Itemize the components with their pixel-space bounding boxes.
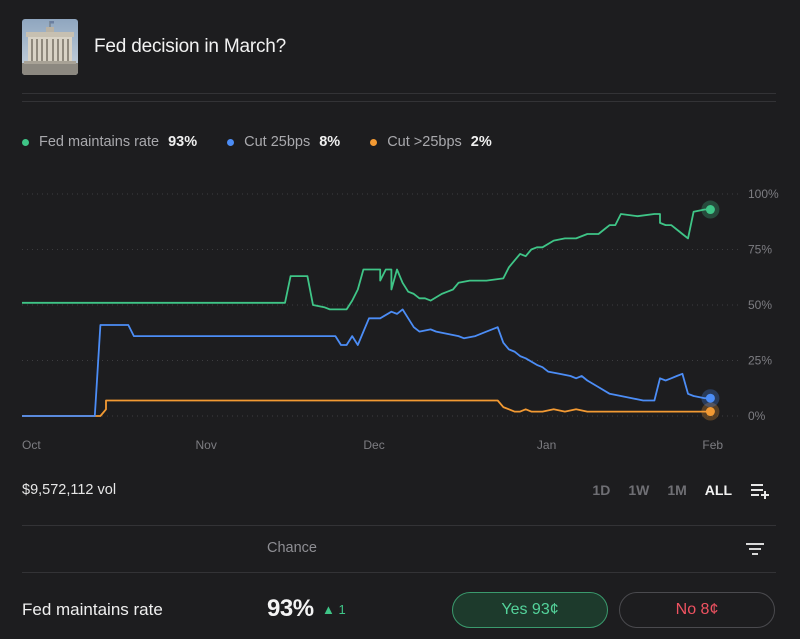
x-tick-label: Oct xyxy=(22,438,41,452)
time-range-selector: 1D 1W 1M ALL xyxy=(592,481,770,499)
range-1w[interactable]: 1W xyxy=(628,482,650,498)
sort-icon[interactable] xyxy=(746,541,766,557)
range-all[interactable]: ALL xyxy=(704,482,732,498)
legend-dot xyxy=(370,138,378,146)
x-tick-label: Nov xyxy=(196,438,217,452)
legend-item-cut-over25: Cut >25bps 2% xyxy=(370,134,492,150)
market-title: Fed decision in March? xyxy=(94,36,287,57)
legend-item-maintain: Fed maintains rate 93% xyxy=(22,134,197,150)
series-line xyxy=(22,208,711,311)
x-tick-label: Jan xyxy=(537,438,556,452)
outcome-name: Fed maintains rate xyxy=(22,600,163,619)
x-tick-label: Dec xyxy=(363,438,384,452)
chance-column-label: Chance xyxy=(267,540,317,556)
header-divider xyxy=(22,93,776,94)
outcome-row[interactable]: Fed maintains rate 93% ▲ 1 Yes 93¢ No 8¢ xyxy=(0,590,800,630)
outcomes-divider xyxy=(22,572,776,573)
outcomes-header: Chance xyxy=(0,538,800,560)
series-line xyxy=(22,308,711,417)
y-tick-label: 75% xyxy=(748,243,772,257)
outcome-change: ▲ 1 xyxy=(322,602,346,617)
buy-yes-button[interactable]: Yes 93¢ xyxy=(452,592,608,628)
market-image xyxy=(22,19,78,75)
range-1m[interactable]: 1M xyxy=(667,482,687,498)
series-line xyxy=(22,399,711,417)
series-endpoint xyxy=(705,407,715,417)
buy-no-button[interactable]: No 8¢ xyxy=(619,592,775,628)
range-1d[interactable]: 1D xyxy=(592,482,611,498)
legend-value: 8% xyxy=(319,134,341,150)
legend-label: Cut 25bps xyxy=(244,134,311,150)
list-add-icon[interactable] xyxy=(750,481,770,499)
x-tick-label: Feb xyxy=(702,438,723,452)
legend-value: 2% xyxy=(470,134,492,150)
y-tick-label: 100% xyxy=(748,187,779,201)
legend-label: Cut >25bps xyxy=(387,134,462,150)
header-divider-secondary xyxy=(22,101,776,102)
y-tick-label: 0% xyxy=(748,409,766,423)
series-endpoint xyxy=(705,205,715,215)
volume-divider xyxy=(22,525,776,526)
legend-value: 93% xyxy=(168,134,198,150)
series-endpoint xyxy=(705,393,715,403)
legend-dot xyxy=(227,138,235,146)
outcome-chance: 93% xyxy=(267,595,314,622)
legend-label: Fed maintains rate xyxy=(39,134,160,150)
legend-item-cut25: Cut 25bps 8% xyxy=(227,134,340,150)
y-tick-label: 50% xyxy=(748,298,772,312)
volume-label: $9,572,112 vol xyxy=(22,482,117,498)
legend-dot xyxy=(22,138,29,146)
market-header: Fed decision in March? xyxy=(22,19,286,75)
price-history-chart[interactable]: 100% 75% 50% 25% 0% Oct Nov Dec Jan Feb xyxy=(0,170,800,460)
chart-legend: Fed maintains rate 93% Cut 25bps 8% Cut … xyxy=(22,134,492,150)
y-tick-label: 25% xyxy=(748,354,772,368)
